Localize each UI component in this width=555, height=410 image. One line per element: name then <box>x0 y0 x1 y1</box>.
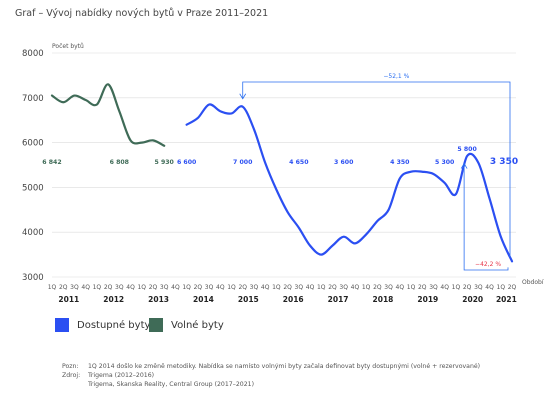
data-label: 5 800 <box>457 146 477 153</box>
x-tick-label: 1Q <box>137 284 146 291</box>
x-tick-label: 3Q <box>115 284 124 291</box>
year-label: 2015 <box>238 295 259 304</box>
x-tick-label: 2Q <box>508 284 517 291</box>
data-label: 5 930 <box>154 159 174 166</box>
year-label: 2012 <box>103 295 124 304</box>
x-tick-label: 2Q <box>59 284 68 291</box>
y-tick-label: 5000 <box>22 183 44 193</box>
x-tick-label: 2Q <box>238 284 247 291</box>
data-label: 5 300 <box>435 159 455 166</box>
note-text: Trigema, Skanska Reality, Central Group … <box>88 381 254 388</box>
year-label: 2018 <box>373 295 394 304</box>
year-label: 2011 <box>58 295 79 304</box>
legend-swatch-dostupne <box>55 318 69 332</box>
x-tick-label: 1Q <box>272 284 281 291</box>
annotation-bracket <box>242 81 511 258</box>
year-label: 2013 <box>148 295 169 304</box>
x-tick-label: 1Q <box>362 284 371 291</box>
y-tick-label: 7000 <box>22 94 44 104</box>
note-row: Pozn: 1Q 2014 došlo ke změně metodiky. N… <box>62 362 480 371</box>
data-label: 4 650 <box>289 159 309 166</box>
data-label: 4 350 <box>390 159 410 166</box>
note-key: Pozn: <box>62 363 79 370</box>
series-line-dostupne <box>185 103 514 263</box>
y-tick-label: 4000 <box>22 228 44 238</box>
x-tick-label: 1Q <box>452 284 461 291</box>
legend-label-volne: Volné byty <box>171 319 224 331</box>
x-tick-label: 2Q <box>373 284 382 291</box>
x-tick-label: 2Q <box>194 284 203 291</box>
x-tick-label: 2Q <box>104 284 113 291</box>
x-tick-label: 4Q <box>396 284 405 291</box>
x-tick-label: 2Q <box>463 284 472 291</box>
x-tick-label: 1Q <box>93 284 102 291</box>
series-line-volne <box>50 83 166 147</box>
note-row: Trigema, Skanska Reality, Central Group … <box>62 380 480 389</box>
x-tick-label: 2Q <box>149 284 158 291</box>
x-tick-label: 4Q <box>261 284 270 291</box>
x-tick-label: 4Q <box>126 284 135 291</box>
notes: Pozn: 1Q 2014 došlo ke změně metodiky. N… <box>62 362 480 389</box>
x-tick-label: 4Q <box>171 284 180 291</box>
note-text: Trigema (2012–2016) <box>88 372 155 379</box>
x-tick-label: 4Q <box>81 284 90 291</box>
note-row: Zdroj: Trigema (2012–2016) <box>62 371 480 380</box>
annotation-arrow <box>460 162 468 169</box>
year-label: 2019 <box>417 295 438 304</box>
x-tick-label: 3Q <box>384 284 393 291</box>
x-tick-label: 3Q <box>205 284 214 291</box>
data-label: 7 000 <box>233 159 253 166</box>
year-label: 2020 <box>462 295 483 304</box>
x-tick-label: 1Q <box>407 284 416 291</box>
x-tick-label: 4Q <box>216 284 225 291</box>
y-tick-label: 3000 <box>22 273 44 283</box>
year-label: 2016 <box>283 295 304 304</box>
data-label: 6 842 <box>42 159 61 166</box>
legend-swatch-volne <box>149 318 163 332</box>
data-label: 3 600 <box>334 159 354 166</box>
x-tick-label: 3Q <box>70 284 79 291</box>
x-tick-label: 3Q <box>474 284 483 291</box>
note-text: 1Q 2014 došlo ke změně metodiky. Nabídka… <box>88 363 481 370</box>
legend-item-dostupne: Dostupné byty <box>55 318 150 332</box>
annotation-arrow <box>239 93 247 100</box>
x-tick-label: 1Q <box>497 284 506 291</box>
x-tick-label: 3Q <box>250 284 259 291</box>
annotation-label: −42,2 % <box>475 261 501 268</box>
x-tick-label: 4Q <box>351 284 360 291</box>
x-tick-label: 2Q <box>283 284 292 291</box>
x-tick-label: 3Q <box>339 284 348 291</box>
annotation-bracket <box>463 163 509 271</box>
x-tick-label: 4Q <box>440 284 449 291</box>
legend-label-dostupne: Dostupné byty <box>77 319 151 331</box>
x-tick-label: 3Q <box>295 284 304 291</box>
x-tick-label: 4Q <box>306 284 315 291</box>
x-tick-label: 3Q <box>429 284 438 291</box>
note-key: Zdroj: <box>62 372 81 379</box>
x-tick-label: 2Q <box>328 284 337 291</box>
x-tick-label: 1Q <box>48 284 57 291</box>
note-key <box>62 380 88 389</box>
x-tick-label: 1Q <box>182 284 191 291</box>
annotation-label: −52,1 % <box>383 73 409 80</box>
y-tick-label: 6000 <box>22 139 44 149</box>
year-label: 2017 <box>328 295 349 304</box>
x-tick-label: 1Q <box>317 284 326 291</box>
data-label: 6 600 <box>177 159 197 166</box>
year-label: 2021 <box>496 295 517 304</box>
x-tick-label: 4Q <box>485 284 494 291</box>
data-label: 3 350 <box>490 157 518 167</box>
x-axis-label: Období <box>522 279 544 286</box>
x-tick-label: 1Q <box>227 284 236 291</box>
data-label: 6 808 <box>110 159 129 166</box>
x-tick-label: 2Q <box>418 284 427 291</box>
x-tick-label: 3Q <box>160 284 169 291</box>
chart-title: Graf – Vývoj nabídky nových bytů v Praze… <box>15 8 269 19</box>
year-label: 2014 <box>193 295 214 304</box>
y-axis-label: Počet bytů <box>52 43 84 50</box>
y-tick-label: 8000 <box>22 49 44 59</box>
legend-item-volne: Volné byty <box>149 318 224 332</box>
